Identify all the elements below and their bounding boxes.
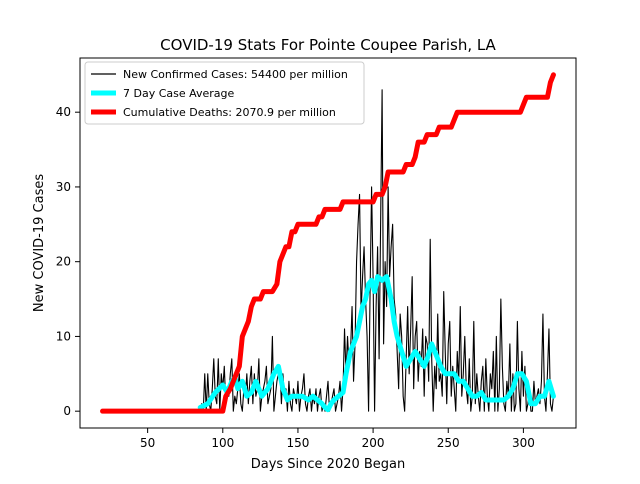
x-axis-ticks: 50 100 150 200 250 300 <box>140 428 535 450</box>
y-tick-label: 30 <box>56 180 71 194</box>
series-7day-average-line <box>197 274 556 413</box>
x-tick-label: 100 <box>211 436 234 450</box>
y-tick-label: 20 <box>56 255 71 269</box>
legend-box <box>84 61 365 125</box>
x-tick-label: 50 <box>140 436 155 450</box>
y-tick-label: 0 <box>63 404 71 418</box>
y-tick-label: 10 <box>56 329 71 343</box>
axes-frame <box>79 57 577 429</box>
y-axis-ticks: 0 10 20 30 40 <box>56 105 80 418</box>
x-tick-label: 300 <box>512 436 535 450</box>
series-cumulative-deaths-line <box>100 72 556 414</box>
chart-title: COVID-19 Stats For Pointe Coupee Parish,… <box>160 36 496 54</box>
x-tick-label: 200 <box>362 436 385 450</box>
legend: New Confirmed Cases: 54400 per million 7… <box>84 61 365 125</box>
y-tick-label: 40 <box>56 105 71 119</box>
x-axis-label: Days Since 2020 Began <box>251 457 406 472</box>
legend-label-new-cases: New Confirmed Cases: 54400 per million <box>123 68 348 81</box>
x-tick-label: 250 <box>437 436 460 450</box>
x-tick-label: 150 <box>286 436 309 450</box>
plot-lines <box>100 72 556 414</box>
legend-label-cumulative-deaths: Cumulative Deaths: 2070.9 per million <box>123 106 336 119</box>
y-axis-label: New COVID-19 Cases <box>32 174 47 312</box>
legend-label-7day-average: 7 Day Case Average <box>123 87 235 100</box>
